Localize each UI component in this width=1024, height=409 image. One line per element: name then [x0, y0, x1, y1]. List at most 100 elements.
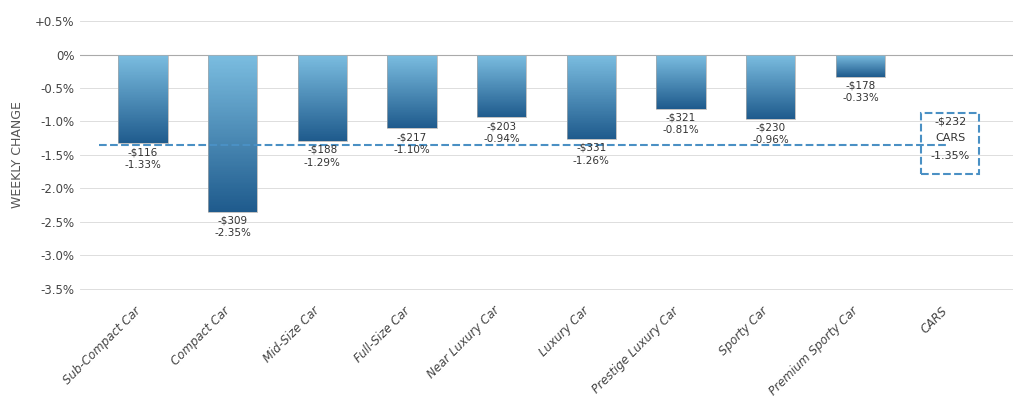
Bar — [746, 54, 796, 119]
Text: -2.35%: -2.35% — [214, 228, 251, 238]
Bar — [208, 58, 257, 60]
Bar — [208, 197, 257, 198]
Bar — [387, 117, 436, 118]
Bar — [387, 94, 436, 95]
Bar — [387, 108, 436, 109]
Bar — [746, 58, 796, 59]
Bar — [208, 57, 257, 58]
Bar — [119, 76, 168, 77]
Bar — [298, 140, 347, 141]
Bar — [477, 103, 526, 104]
Bar — [746, 65, 796, 66]
Bar — [566, 64, 616, 65]
Text: -$188: -$188 — [307, 145, 338, 155]
Bar — [208, 180, 257, 182]
Bar — [566, 83, 616, 84]
Bar — [746, 95, 796, 96]
Bar — [566, 66, 616, 67]
Bar — [208, 158, 257, 159]
Bar — [208, 145, 257, 146]
Bar — [208, 74, 257, 76]
Bar — [208, 107, 257, 108]
Bar — [119, 102, 168, 103]
Bar — [387, 57, 436, 58]
Bar — [208, 149, 257, 150]
Bar — [566, 135, 616, 136]
Bar — [208, 166, 257, 167]
Bar — [298, 93, 347, 94]
Bar — [656, 94, 706, 95]
Bar — [298, 90, 347, 91]
Bar — [298, 138, 347, 139]
Bar — [298, 109, 347, 110]
Bar — [119, 100, 168, 101]
Bar — [566, 115, 616, 116]
Bar — [477, 72, 526, 73]
Bar — [119, 85, 168, 86]
Bar — [119, 70, 168, 71]
Bar — [566, 132, 616, 133]
Bar — [836, 54, 885, 76]
Bar — [119, 81, 168, 82]
Bar — [566, 71, 616, 72]
Bar — [656, 77, 706, 78]
Bar — [208, 198, 257, 200]
Text: -1.35%: -1.35% — [931, 151, 970, 161]
Bar — [208, 137, 257, 138]
Bar — [119, 136, 168, 137]
Bar — [208, 54, 257, 211]
Bar — [566, 133, 616, 134]
Bar — [746, 115, 796, 116]
Bar — [298, 101, 347, 102]
Bar — [119, 72, 168, 73]
Bar — [566, 120, 616, 121]
Bar — [477, 116, 526, 117]
Bar — [477, 87, 526, 88]
Bar — [119, 114, 168, 115]
Bar — [208, 79, 257, 81]
Bar — [208, 179, 257, 180]
Bar — [119, 87, 168, 88]
Bar — [387, 54, 436, 128]
Bar — [208, 207, 257, 208]
Bar — [387, 93, 436, 94]
Bar — [477, 64, 526, 65]
Bar — [298, 125, 347, 126]
Bar — [119, 58, 168, 59]
Bar — [477, 58, 526, 59]
Bar — [566, 131, 616, 132]
Bar — [298, 118, 347, 119]
Bar — [298, 102, 347, 103]
Bar — [119, 123, 168, 124]
Bar — [656, 79, 706, 80]
Bar — [208, 164, 257, 166]
Bar — [746, 112, 796, 113]
Bar — [298, 120, 347, 121]
Bar — [208, 103, 257, 104]
Bar — [477, 79, 526, 80]
Bar — [566, 72, 616, 73]
Bar — [746, 92, 796, 93]
Bar — [119, 80, 168, 81]
Bar — [566, 61, 616, 62]
Text: -$321: -$321 — [666, 113, 696, 123]
Bar — [208, 182, 257, 183]
Bar — [566, 93, 616, 94]
Bar — [746, 69, 796, 70]
Bar — [387, 73, 436, 74]
Bar — [208, 115, 257, 116]
Bar — [298, 64, 347, 65]
Bar — [477, 91, 526, 92]
Bar — [387, 114, 436, 115]
Bar — [208, 125, 257, 126]
Bar — [298, 129, 347, 130]
Bar — [208, 89, 257, 90]
Bar — [566, 60, 616, 61]
Bar — [119, 111, 168, 112]
Bar — [298, 122, 347, 123]
Text: -$230: -$230 — [756, 123, 785, 133]
Bar — [387, 67, 436, 68]
Bar — [566, 116, 616, 117]
Text: CARS: CARS — [935, 133, 966, 144]
Bar — [208, 208, 257, 209]
